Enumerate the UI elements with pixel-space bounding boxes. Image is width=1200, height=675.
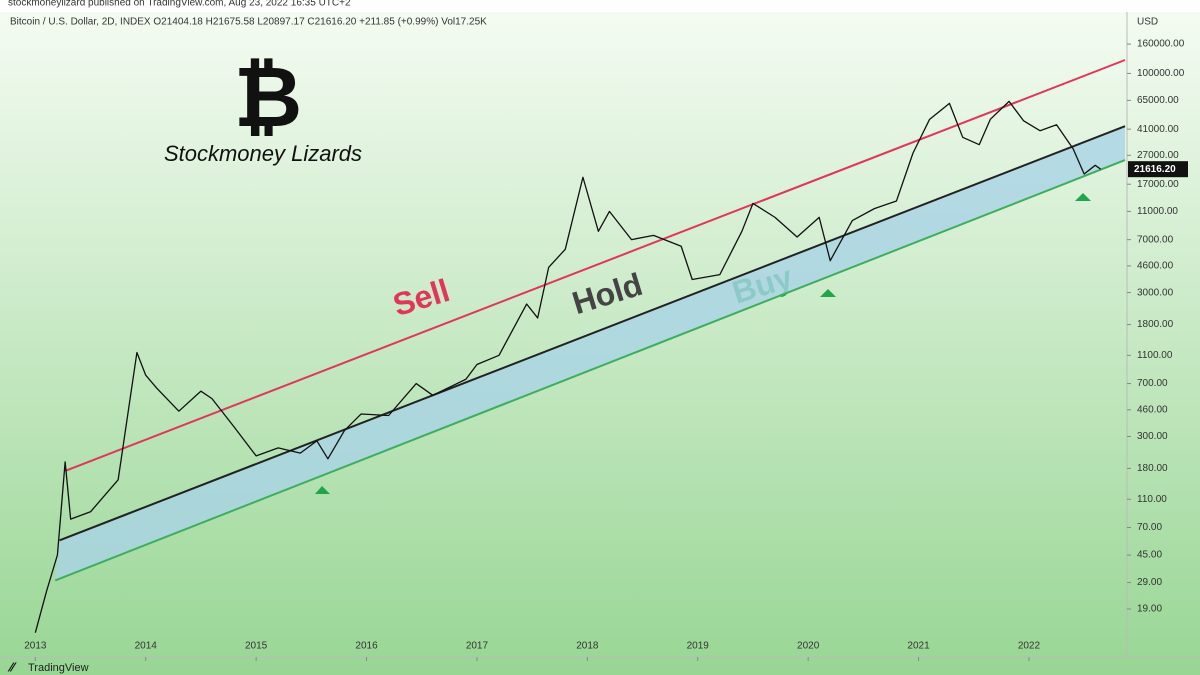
y-tick-label: 460.00 [1137, 404, 1168, 415]
x-tick-label: 2021 [907, 641, 930, 652]
logo: ₿ [234, 50, 302, 144]
y-tick-label: 11000.00 [1137, 206, 1178, 217]
y-tick-label: 41000.00 [1137, 124, 1179, 135]
last-price-box [1128, 161, 1188, 178]
y-tick-label: 110.00 [1137, 494, 1167, 505]
footer: TradingView [28, 662, 89, 674]
buy-zone [55, 126, 1126, 581]
y-tick-label: 180.00 [1137, 463, 1168, 474]
channel-line [54, 159, 1126, 582]
x-tick-label: 2015 [245, 641, 268, 652]
footer-logo: ⁄⁄ [7, 659, 17, 674]
chart-subtitle: Stockmoney Lizards [164, 141, 362, 166]
price-line [34, 100, 1102, 633]
channel-line [64, 59, 1126, 472]
y-tick-label: 160000.00 [1137, 39, 1185, 50]
x-tick-label: 2019 [687, 641, 710, 652]
y-tick-label: 7000.00 [1137, 234, 1174, 245]
x-tick-label: 2017 [466, 641, 489, 652]
y-tick-label: 300.00 [1137, 431, 1168, 442]
y-tick-label: 100000.00 [1137, 68, 1185, 79]
y-tick-label: 1800.00 [1137, 319, 1174, 330]
buy-marker [820, 289, 836, 297]
y-tick-label: 27000.00 [1137, 150, 1179, 161]
y-tick-label: 65000.00 [1137, 95, 1179, 106]
y-tick-label: 700.00 [1137, 378, 1168, 389]
chart-title: Bitcoin / U.S. Dollar, 2D, INDEX O21404.… [10, 17, 487, 28]
x-tick-label: 2013 [24, 641, 47, 652]
y-tick-label: 29.00 [1137, 577, 1162, 588]
x-tick-label: 2018 [576, 641, 599, 652]
publisher: stockmoneylizard published on TradingVie… [8, 0, 351, 9]
y-tick-label: 1100.00 [1137, 350, 1173, 361]
y-unit: USD [1137, 17, 1158, 28]
y-tick-label: 70.00 [1137, 522, 1162, 533]
y-tick-label: 45.00 [1137, 550, 1162, 561]
x-tick-label: 2020 [797, 641, 820, 652]
x-tick-label: 2016 [355, 641, 378, 652]
x-tick-label: 2014 [135, 641, 158, 652]
x-tick-label: 2022 [1018, 641, 1041, 652]
y-tick-label: 3000.00 [1137, 287, 1174, 298]
y-tick-label: 17000.00 [1137, 179, 1179, 190]
y-tick-label: 4600.00 [1137, 261, 1174, 272]
last-price-label: 21616.20 [1134, 164, 1176, 175]
channel-line [59, 125, 1126, 542]
buy-marker [1075, 193, 1091, 201]
buy-marker [315, 486, 330, 494]
header-bar [0, 0, 1200, 12]
y-tick-label: 19.00 [1137, 604, 1162, 615]
